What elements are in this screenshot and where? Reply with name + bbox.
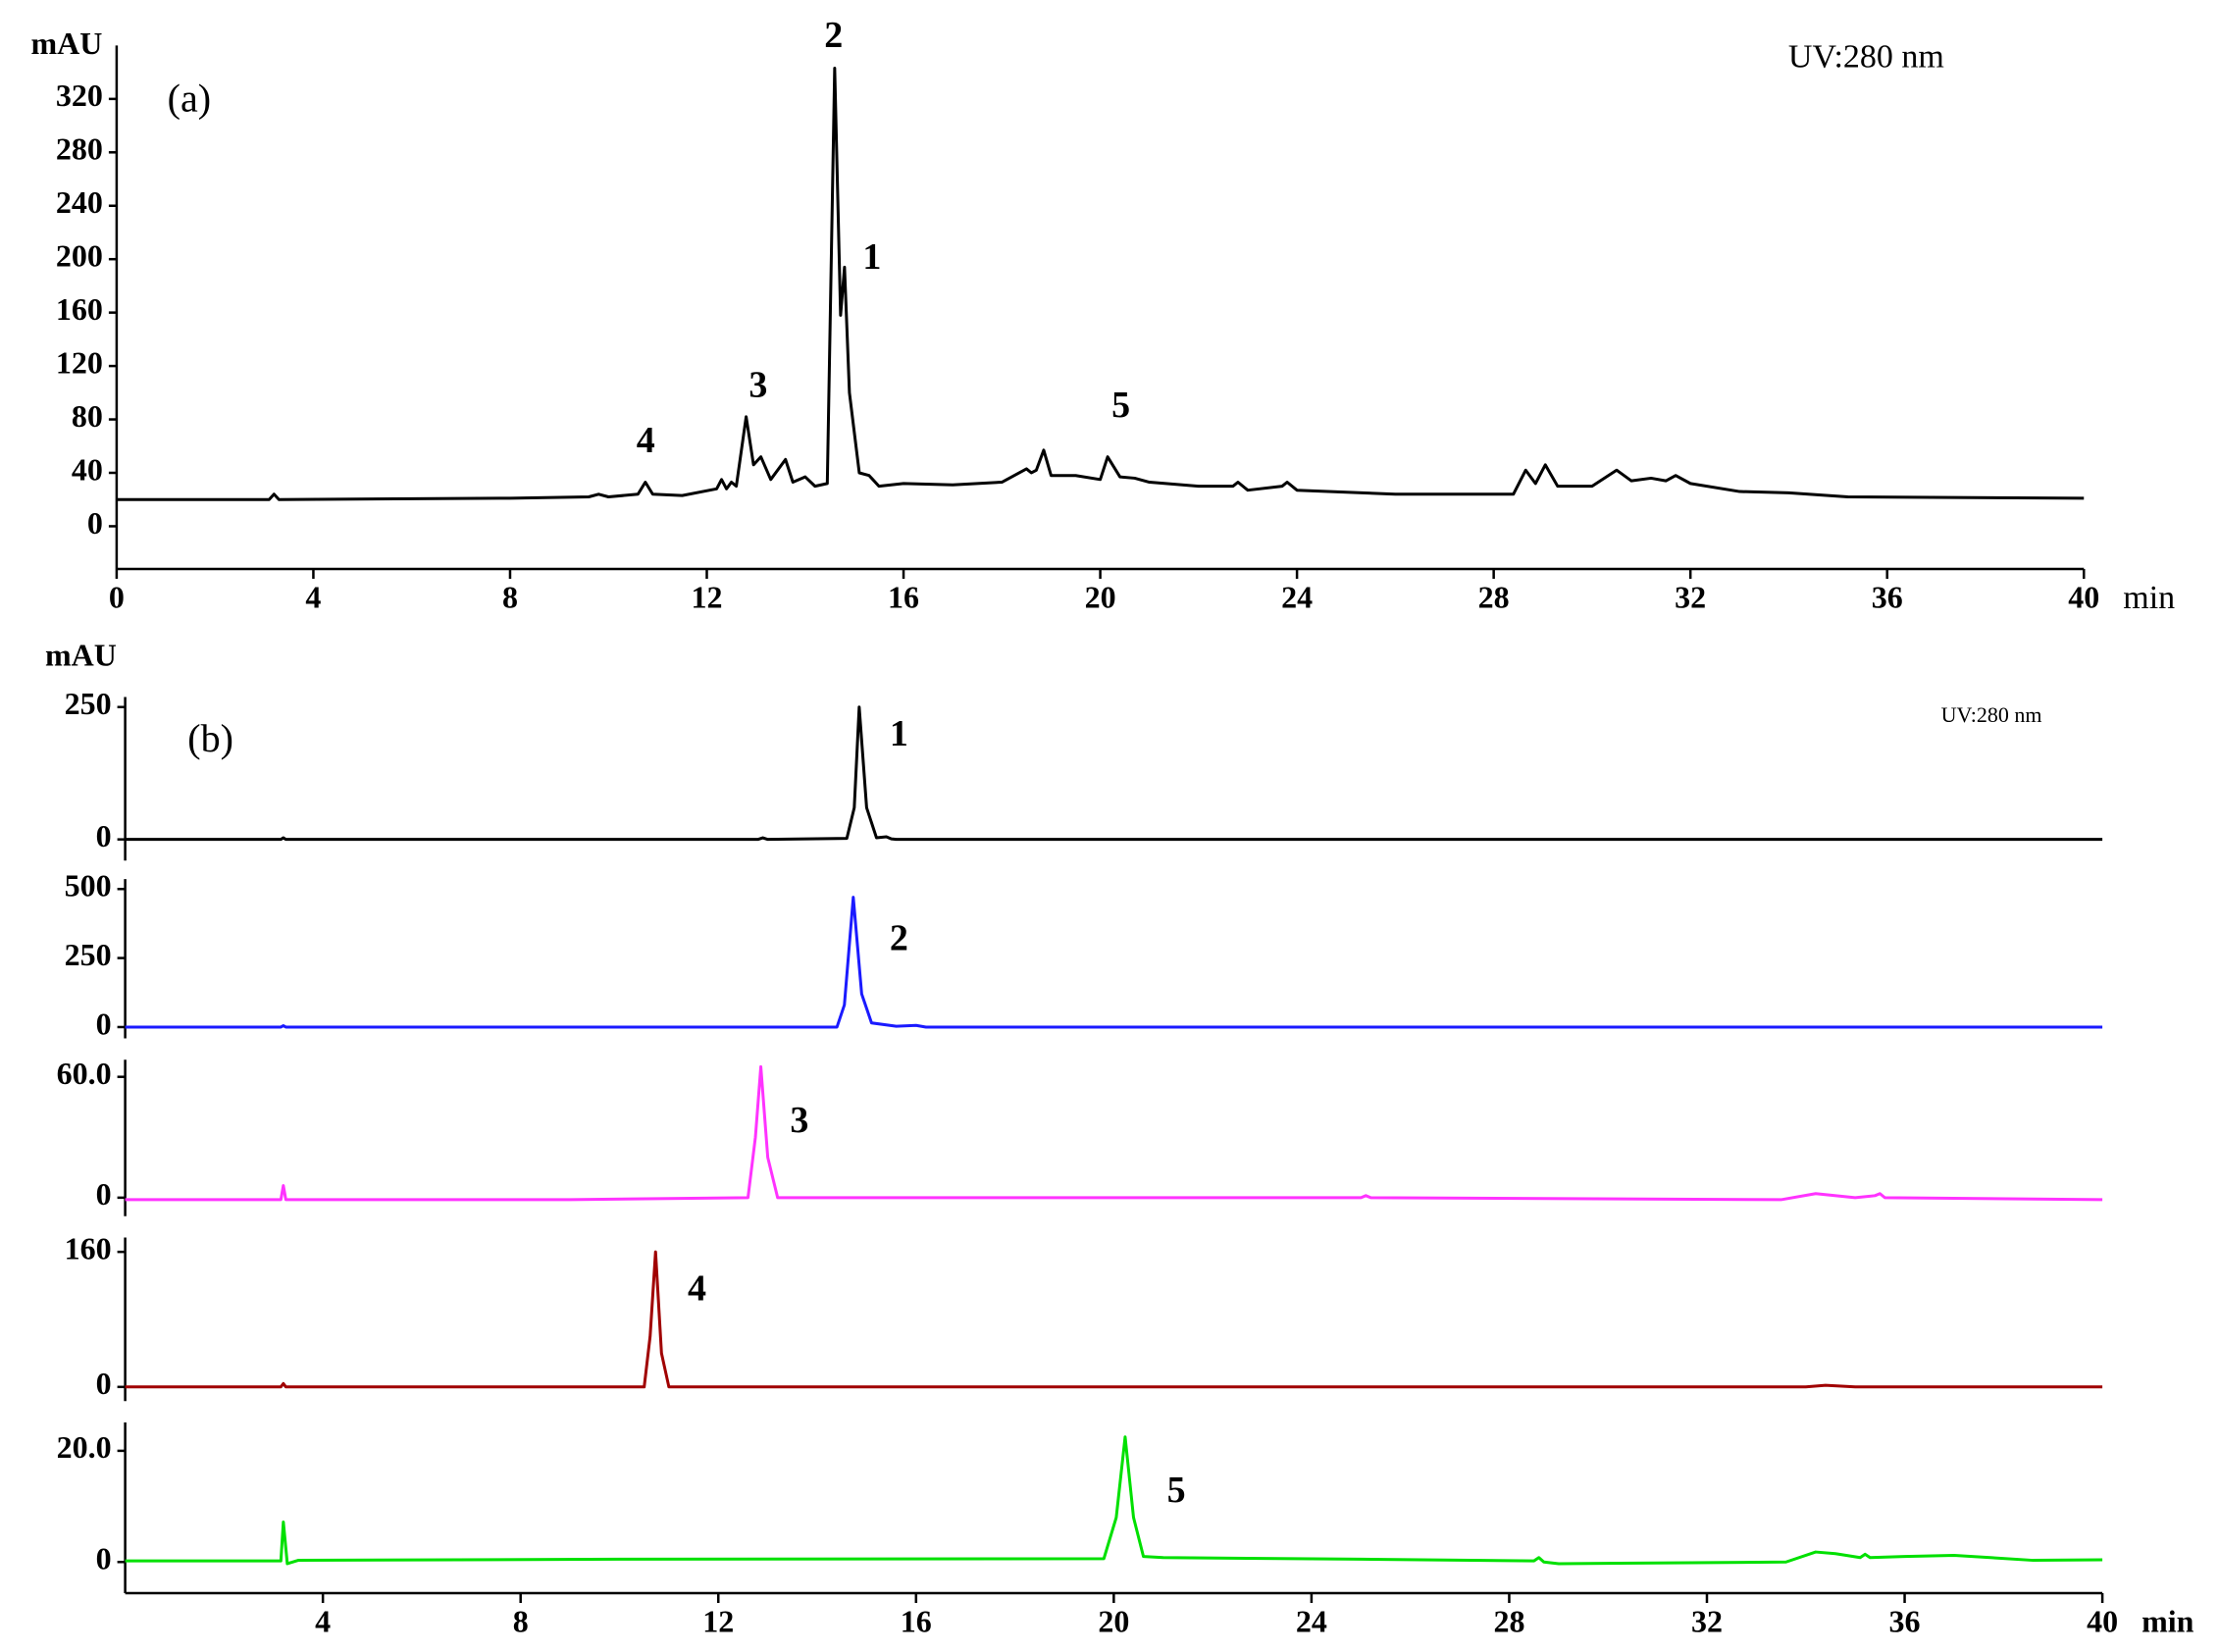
trace — [125, 1064, 2103, 1202]
peak-label: 4 — [637, 420, 655, 461]
y-tick-label: 40 — [72, 451, 103, 487]
trace — [125, 1250, 2103, 1389]
x-tick-label: 28 — [1478, 579, 1510, 614]
y-tick-label: 0 — [87, 505, 103, 541]
y-tick-label: 0 — [96, 1006, 112, 1041]
x-tick-label: 4 — [315, 1603, 331, 1638]
peak-label: 3 — [790, 1100, 808, 1141]
trace — [125, 705, 2103, 842]
y-tick-label: 120 — [56, 344, 103, 380]
y-tick-label: 0 — [96, 818, 112, 853]
panel-label: (a) — [168, 77, 211, 121]
x-tick-label: 24 — [1281, 579, 1313, 614]
x-tick-label: 20 — [1098, 1603, 1129, 1638]
x-tick-label: 40 — [2087, 1603, 2118, 1638]
trace — [125, 1435, 2103, 1566]
y-tick-label: 200 — [56, 238, 103, 274]
peak-label: 5 — [1111, 385, 1130, 426]
x-tick-label: 24 — [1296, 1603, 1327, 1638]
peak-label: 1 — [862, 236, 881, 278]
peak-label: 3 — [748, 365, 767, 406]
y-tick-label: 0 — [96, 1366, 112, 1401]
x-tick-label: 8 — [513, 1603, 529, 1638]
x-tick-label: 32 — [1691, 1603, 1723, 1638]
peak-label: 5 — [1167, 1470, 1186, 1511]
y-tick-label: 250 — [65, 686, 112, 721]
y-axis-label: mAU — [31, 26, 103, 61]
x-tick-label: 4 — [305, 579, 321, 614]
y-tick-label: 240 — [56, 184, 103, 220]
x-tick-label: 36 — [1889, 1603, 1921, 1638]
y-axis-label: mAU — [45, 638, 117, 673]
x-tick-label: 0 — [109, 579, 125, 614]
detection-note: UV:280 nm — [1788, 39, 1944, 76]
y-tick-label: 0 — [96, 1176, 112, 1212]
peak-label: 2 — [824, 15, 843, 56]
x-tick-label: 8 — [502, 579, 518, 614]
x-tick-label: 16 — [901, 1603, 932, 1638]
x-tick-label: 28 — [1493, 1603, 1524, 1638]
peak-label: 2 — [890, 918, 908, 959]
x-axis-label: min — [2123, 580, 2175, 616]
y-tick-label: 320 — [56, 77, 103, 113]
y-tick-label: 250 — [65, 937, 112, 972]
y-tick-label: 160 — [56, 291, 103, 327]
y-tick-label: 60.0 — [57, 1056, 112, 1091]
x-tick-label: 40 — [2068, 579, 2099, 614]
x-tick-label: 12 — [692, 579, 723, 614]
panel-label: (b) — [187, 716, 233, 760]
x-tick-label: 20 — [1085, 579, 1116, 614]
y-tick-label: 0 — [96, 1541, 112, 1576]
peak-label: 4 — [688, 1267, 706, 1309]
x-tick-label: 32 — [1675, 579, 1706, 614]
x-tick-label: 12 — [702, 1603, 734, 1638]
trace — [125, 896, 2103, 1029]
x-tick-label: 16 — [888, 579, 919, 614]
y-tick-label: 160 — [65, 1230, 112, 1265]
detection-note: UV:280 nm — [1941, 702, 2042, 727]
y-tick-label: 80 — [72, 398, 103, 434]
x-axis-label: min — [2142, 1603, 2194, 1638]
x-tick-label: 36 — [1872, 579, 1903, 614]
y-tick-label: 280 — [56, 131, 103, 167]
y-tick-label: 20.0 — [57, 1429, 112, 1465]
peak-label: 1 — [890, 713, 908, 754]
trace — [116, 67, 2085, 501]
y-tick-label: 500 — [65, 868, 112, 903]
